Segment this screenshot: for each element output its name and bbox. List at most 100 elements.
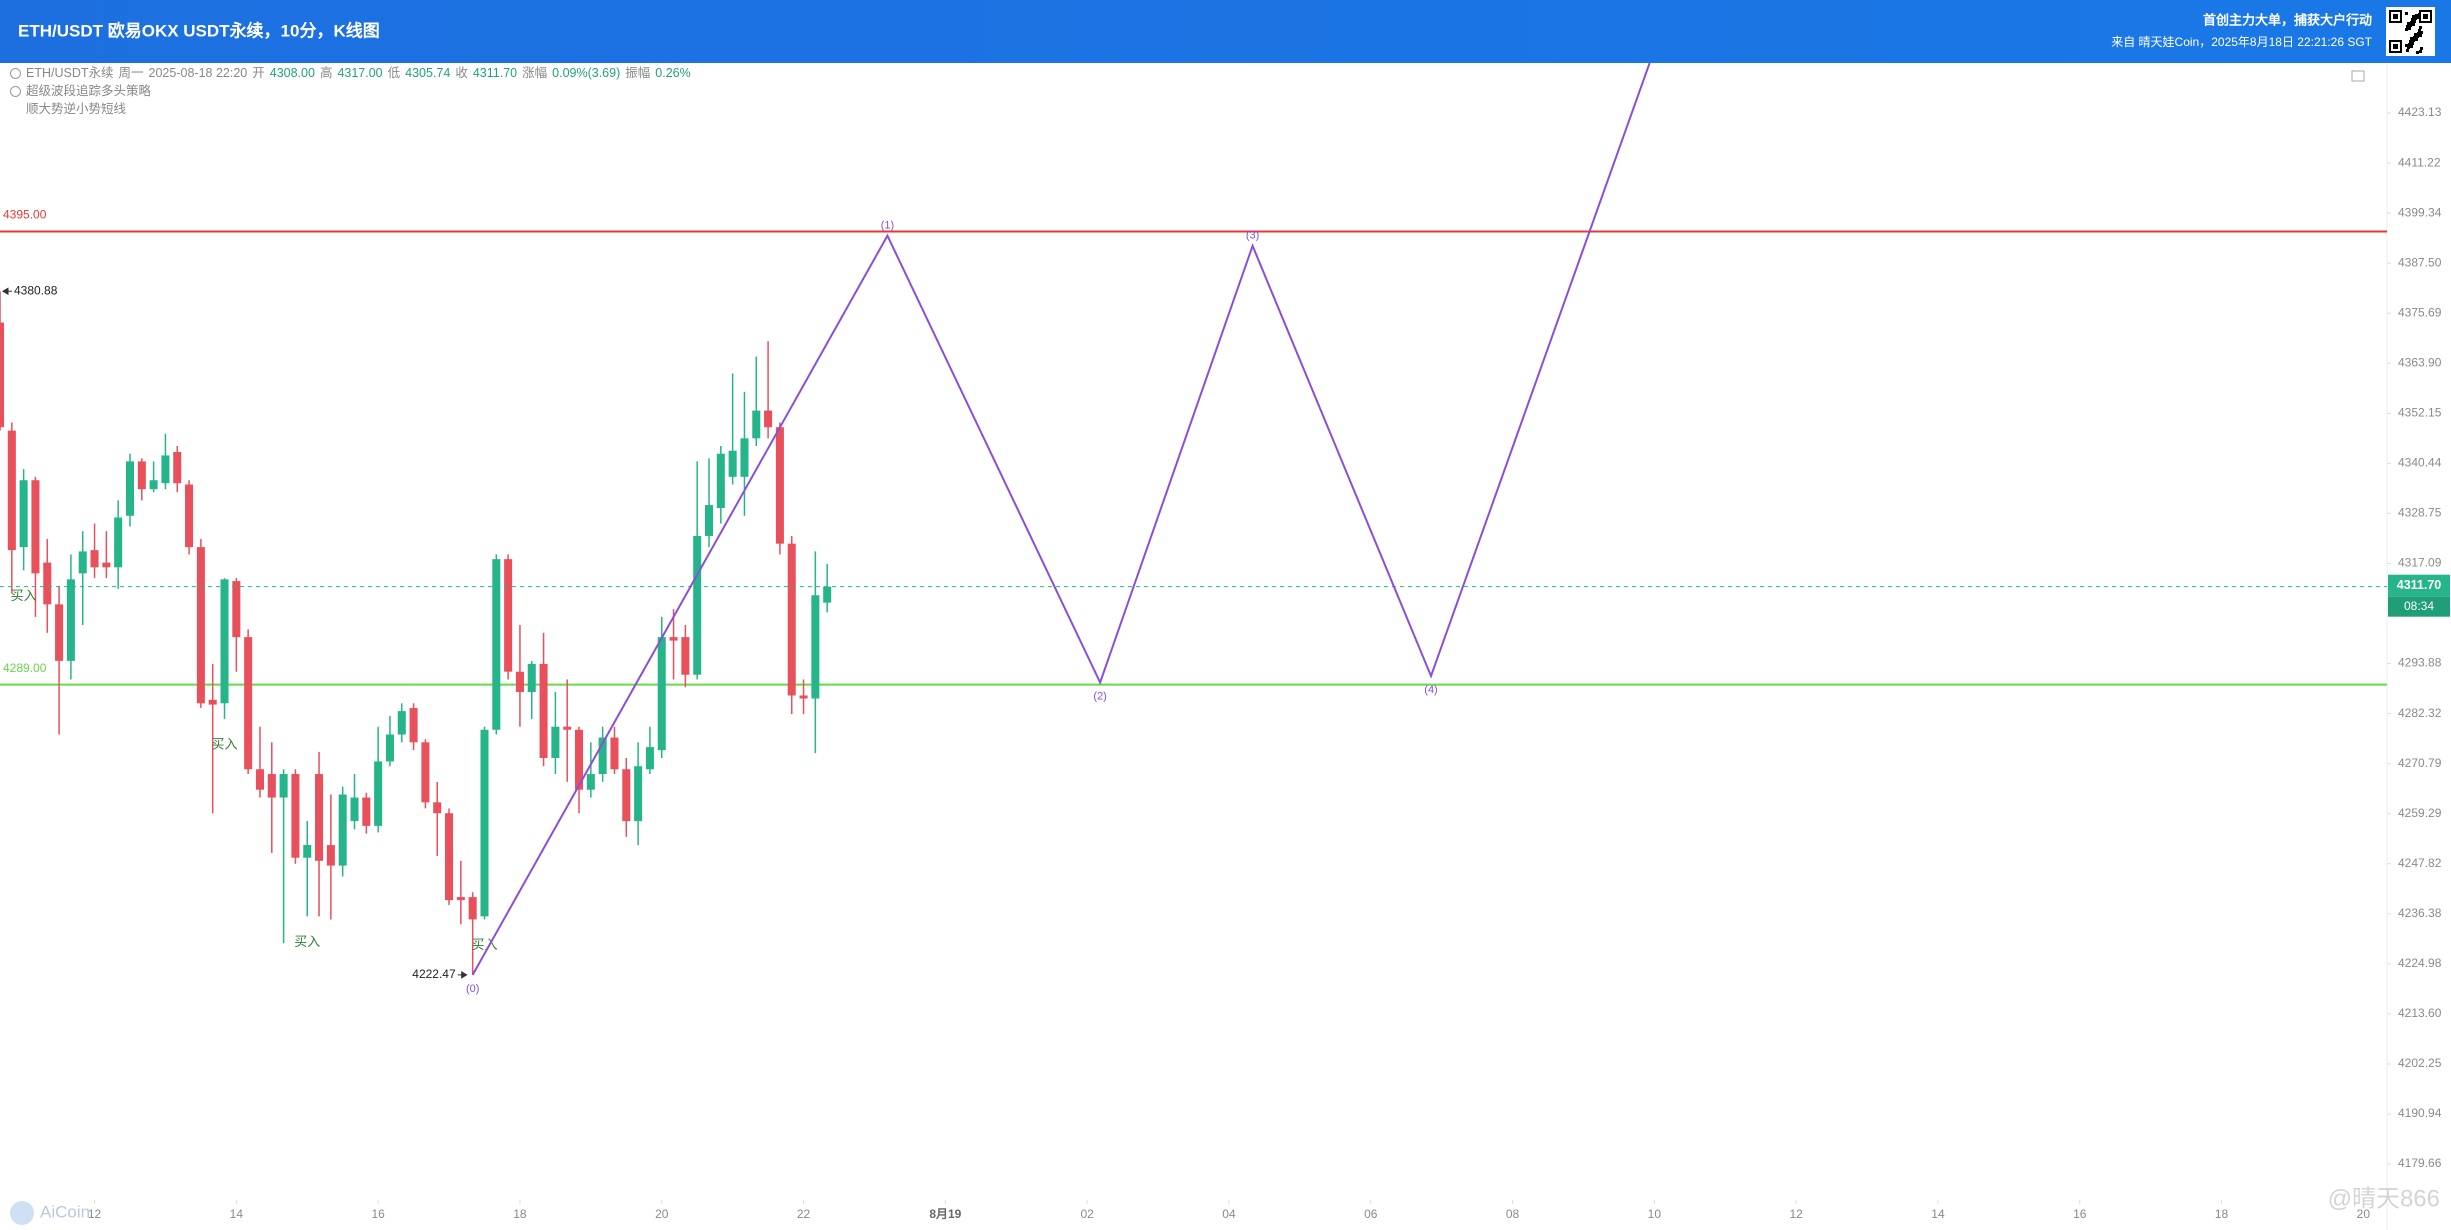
price-tag-label: 4311.70: [2397, 578, 2442, 592]
window-icon: [2351, 70, 2365, 82]
field-value: 0.09%(3.69): [552, 66, 621, 80]
candle-body: [421, 742, 430, 803]
wave-label: (0): [466, 983, 479, 995]
y-tick-label: 4411.22: [2398, 155, 2441, 169]
candle-body: [752, 410, 761, 439]
qr-dot: [2410, 45, 2413, 48]
indicator-name: 顺大势逆小势短线: [26, 102, 127, 116]
qr-dot: [2405, 28, 2408, 31]
candle-body: [90, 550, 99, 568]
x-tick-label: 12: [1789, 1207, 1803, 1221]
candle-body: [196, 547, 205, 704]
wave-label: (1): [881, 220, 894, 232]
field-value: 4308.00: [269, 66, 315, 80]
level-label: 4289.00: [3, 661, 47, 675]
candle-body: [374, 761, 383, 826]
y-tick-label: 4363.90: [2398, 355, 2442, 369]
field-name: 高: [319, 66, 333, 80]
candle-body: [539, 663, 548, 758]
qr-dot: [2409, 40, 2412, 43]
qr-dot: [2419, 26, 2422, 29]
candle-body: [445, 813, 454, 901]
axes: 4423.13 4411.22 4399.34 4387.50 4375.69 4363.…: [2, 105, 2450, 1221]
candle-body: [0, 322, 5, 428]
candle-body: [468, 897, 477, 920]
candle-body: [811, 595, 820, 699]
candle-body: [362, 797, 371, 826]
candle-body: [326, 845, 335, 866]
indicator-row: 超级波段追踪多头策略: [10, 82, 691, 100]
collapse-icon: [10, 67, 21, 79]
y-tick-label: 4282.32: [2398, 706, 2442, 720]
buy-signal: 买入: [11, 588, 37, 603]
y-tick-label: 4236.38: [2398, 906, 2442, 920]
qr-dot: [2418, 29, 2421, 32]
bar-time: 2025-08-18 22:20: [148, 66, 248, 80]
candle-body: [137, 461, 146, 490]
x-tick-label: 10: [1648, 1207, 1662, 1221]
watermark-author: @晴天866: [2328, 1185, 2440, 1212]
qr-dot: [2411, 18, 2414, 21]
indicator-row: 顺大势逆小势短线: [10, 100, 691, 118]
candle-body: [787, 543, 796, 696]
candle-body: [527, 663, 536, 693]
candle-body: [563, 726, 572, 730]
y-tick-label: 4293.88: [2398, 656, 2442, 670]
x-tick-label: 22: [797, 1207, 811, 1221]
symbol: ETH/USDT永续: [26, 66, 114, 80]
wave-label: (4): [1424, 684, 1437, 696]
candle-body: [657, 637, 666, 751]
candle-body: [31, 480, 40, 574]
qr-dot: [2409, 24, 2412, 27]
x-tick-label: 18: [513, 1207, 527, 1221]
candle-body: [575, 729, 584, 790]
weekday: 周一: [118, 66, 144, 80]
candle-body: [728, 450, 737, 477]
candle-body: [764, 410, 773, 428]
y-tick-label: 4423.13: [2398, 105, 2442, 119]
header-slogan: 首创主力大单，捕获大户行动: [2203, 12, 2372, 27]
qr-finder: [2393, 14, 2398, 19]
x-tick-label: 02: [1080, 1207, 1094, 1221]
field-value: 4311.70: [472, 66, 518, 80]
buy-signal: 买入: [212, 736, 238, 751]
qr-dot: [2411, 42, 2414, 45]
countdown-tag: [2388, 596, 2450, 617]
qr-dot: [2406, 49, 2409, 52]
qr-dot: [2408, 27, 2411, 30]
x-tick-label: 12: [88, 1207, 102, 1221]
candle-body: [315, 774, 324, 861]
x-tick-label: 8月19: [929, 1207, 961, 1221]
qr-dot: [2419, 50, 2422, 53]
candle-body: [456, 897, 465, 901]
qr-dot: [2406, 25, 2409, 28]
y-tick-label: 4399.34: [2398, 205, 2442, 219]
qr-finder: [2423, 14, 2428, 19]
qr-dot: [2413, 36, 2416, 39]
candle-body: [775, 427, 784, 544]
candle-body: [338, 794, 347, 866]
x-tick-label: 06: [1364, 1207, 1378, 1221]
candle-body: [693, 535, 702, 675]
y-tick-label: 4179.66: [2398, 1156, 2442, 1170]
candle-body: [681, 637, 690, 675]
candle-body: [19, 480, 28, 548]
x-tick-label: 20: [2357, 1207, 2371, 1221]
field-name: 收: [455, 66, 468, 80]
y-tick-label: 4190.94: [2398, 1106, 2442, 1120]
y-tick-label: 4224.98: [2398, 956, 2442, 970]
candle-body: [704, 505, 714, 536]
y-tick-label: 4387.50: [2398, 255, 2442, 269]
y-tick-label: 4317.09: [2398, 556, 2442, 570]
candle-body: [78, 551, 87, 574]
qr-dot: [2408, 43, 2411, 46]
qr-dot: [2416, 51, 2419, 54]
countdown-label: 08:34: [2404, 599, 2434, 613]
header-source: 来自 晴天娃Coin，2025年8月18日 22:21:26 SGT: [2111, 35, 2372, 49]
qr-finder: [2393, 44, 2398, 49]
qr-dot: [2414, 17, 2417, 20]
qr-code: [2386, 7, 2435, 56]
qr-dot: [2410, 21, 2413, 24]
field-name: 涨幅: [522, 66, 548, 80]
